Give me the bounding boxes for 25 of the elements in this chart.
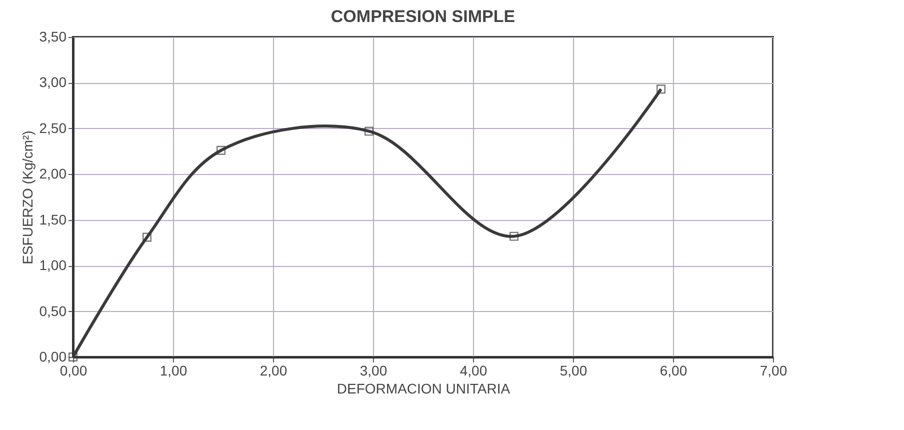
x-tick-label: 6,00	[660, 362, 688, 378]
point	[510, 232, 518, 241]
y-tick-label: 1,50	[39, 211, 67, 228]
y-tick-label: 1,00	[39, 257, 67, 274]
x-axis-title: DEFORMACION UNITARIA	[336, 380, 511, 396]
x-tick-label: 0,00	[60, 362, 88, 378]
point	[364, 126, 374, 136]
y-tick-label: 2,50	[39, 120, 67, 136]
y-tick-label: 3,50	[39, 28, 67, 44]
point	[68, 352, 78, 362]
y-tick-label: 0,50	[39, 302, 67, 319]
x-tick-label: 7,00	[760, 362, 788, 378]
y-tick-label: 3,00	[39, 74, 67, 90]
x-tick-label: 1,00	[160, 362, 188, 378]
y-tick-label: 2,00	[39, 166, 67, 182]
point	[216, 146, 226, 155]
y-tick-label: 0,00	[39, 348, 67, 364]
point	[656, 84, 666, 94]
x-tick-label: 3,00	[360, 362, 388, 378]
x-tick-label: 4,00	[460, 362, 488, 378]
point	[142, 232, 152, 242]
chart-title: COMPRESION SIMPLE	[330, 7, 516, 26]
x-tick-label: 2,00	[260, 362, 288, 378]
y-axis-title: ESFUERZO (Kg/cm²)	[19, 130, 36, 264]
x-tick-label: 5,00	[560, 362, 588, 378]
